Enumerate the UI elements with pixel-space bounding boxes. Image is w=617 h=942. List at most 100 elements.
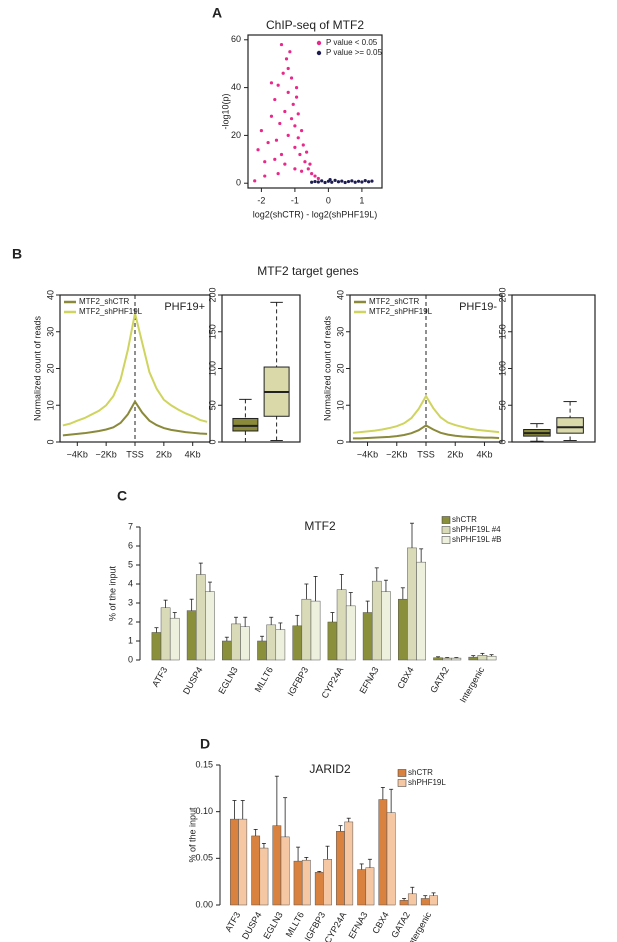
- x-tick-label: 2Kb: [447, 449, 463, 459]
- bar: [407, 547, 417, 661]
- chart-title: ChIP-seq of MTF2: [266, 18, 364, 32]
- point: [291, 102, 295, 106]
- bar: [160, 607, 171, 661]
- point: [278, 121, 282, 126]
- y-tick-label: 100: [497, 361, 507, 376]
- x-tick-label: MLLT6: [284, 910, 306, 939]
- point: [289, 117, 294, 121]
- annotation: PHF19+: [164, 301, 205, 313]
- point: [293, 124, 297, 128]
- x-tick-label: −4Kb: [357, 449, 378, 459]
- legend-label: shPHF19L: [408, 778, 446, 787]
- y-tick-label: 50: [207, 400, 217, 410]
- bar: [486, 655, 497, 661]
- point: [284, 57, 289, 61]
- box: [556, 417, 584, 434]
- box: [232, 417, 259, 432]
- point: [269, 81, 274, 85]
- y-tick-label: 4: [128, 578, 133, 588]
- bar: [259, 847, 269, 906]
- point: [350, 179, 354, 183]
- legend-label: shPHF19L #B: [452, 535, 502, 544]
- y-tick-label: 7: [128, 521, 133, 531]
- x-tick-label: IGFBP3: [286, 665, 311, 698]
- point: [289, 76, 294, 80]
- bar: [301, 598, 312, 661]
- point: [367, 180, 371, 184]
- legend-label: shCTR: [452, 515, 477, 524]
- point: [263, 174, 267, 178]
- bar: [151, 632, 162, 661]
- bar: [344, 821, 354, 906]
- x-tick-label: GATA2: [428, 665, 451, 694]
- point: [305, 150, 309, 154]
- x-tick-label: -2: [257, 195, 265, 205]
- bar: [272, 825, 282, 906]
- bar: [257, 640, 267, 661]
- legend-swatch: [316, 50, 322, 56]
- x-tick-label: TSS: [417, 449, 435, 459]
- bar: [433, 657, 443, 661]
- legend-label: MTF2_shPHF19L: [79, 307, 143, 316]
- point: [273, 97, 277, 102]
- x-tick-label: GATA2: [389, 910, 412, 939]
- point: [286, 133, 290, 138]
- bar: [240, 626, 250, 661]
- bar: [386, 812, 396, 906]
- y-axis-label: Normalized count of reads: [32, 315, 42, 421]
- y-tick-label: 3: [128, 597, 133, 607]
- point: [346, 179, 351, 184]
- bar: [407, 893, 417, 906]
- point: [303, 160, 307, 164]
- x-tick-label: −2Kb: [96, 449, 117, 459]
- point: [293, 145, 297, 149]
- bar: [371, 580, 382, 661]
- point: [296, 136, 300, 140]
- y-tick-label: 30: [335, 327, 345, 337]
- point: [330, 180, 334, 184]
- bar: [336, 831, 345, 906]
- bar: [293, 860, 303, 906]
- bar: [381, 591, 391, 661]
- bar: [365, 867, 375, 906]
- legend-swatch: [441, 526, 451, 534]
- point: [316, 176, 320, 181]
- y-tick-label: 0: [128, 654, 133, 664]
- legend-label: P value < 0.05: [326, 38, 378, 47]
- y-tick-label: 1: [128, 635, 133, 645]
- bar: [362, 612, 373, 661]
- point: [363, 178, 367, 183]
- legend-label: MTF2_shPHF19L: [369, 307, 433, 316]
- point: [283, 109, 287, 114]
- y-tick-label: 40: [45, 290, 55, 300]
- legend-swatch: [397, 779, 407, 787]
- y-tick-label: 0: [207, 439, 217, 444]
- profile-line: [352, 394, 500, 434]
- x-tick-label: 2Kb: [156, 449, 172, 459]
- y-tick-label: 200: [497, 287, 507, 302]
- y-tick-label: 0.05: [195, 853, 213, 863]
- bar: [336, 589, 347, 661]
- y-tick-label: 0.00: [195, 899, 213, 909]
- bar: [195, 574, 206, 661]
- point: [353, 180, 357, 184]
- y-tick-label: 2: [128, 616, 133, 626]
- x-tick-label: DUSP4: [240, 910, 264, 941]
- x-tick-label: 4Kb: [185, 449, 201, 459]
- bar: [327, 621, 338, 661]
- bar: [420, 898, 430, 906]
- y-tick-label: 5: [128, 559, 133, 569]
- annotation: PHF19-: [459, 301, 497, 313]
- point: [336, 180, 341, 184]
- y-tick-label: 30: [45, 327, 55, 337]
- point: [279, 152, 284, 157]
- bar: [280, 836, 290, 906]
- x-tick-label: EFNA3: [357, 665, 380, 695]
- bar: [451, 657, 462, 661]
- point: [296, 112, 300, 116]
- panel-label: C: [117, 488, 127, 504]
- legend-label: P value >= 0.05: [326, 48, 382, 57]
- point: [259, 129, 263, 133]
- y-tick-label: 40: [335, 290, 345, 300]
